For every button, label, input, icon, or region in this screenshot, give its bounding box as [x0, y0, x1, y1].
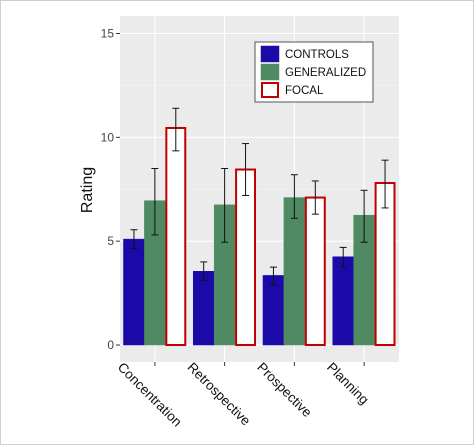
error-bar: [172, 107, 180, 152]
error-bar: [311, 180, 319, 215]
x-axis: Concentration Retrospective Prospective Pla…: [115, 360, 372, 430]
bar-controls-planning: [332, 256, 354, 346]
error-bar: [360, 189, 368, 243]
bar-focal-prospective: [304, 196, 326, 346]
x-tick-label: Retrospective: [185, 360, 254, 429]
bar-generalized-prospective: [283, 197, 306, 346]
bar-controls-prospective: [262, 275, 285, 346]
legend-label: GENERALIZED: [285, 67, 366, 79]
legend-swatch: [260, 63, 280, 81]
error-bar: [381, 159, 389, 209]
y-tick-label: 0: [107, 338, 114, 352]
error-bar: [151, 167, 159, 236]
error-bar: [130, 229, 138, 249]
x-tick-label: Planning: [324, 360, 372, 408]
legend-label: CONTROLS: [285, 49, 349, 61]
error-bar: [200, 261, 208, 282]
error-bar: [290, 174, 298, 219]
bar-focal-concentration: [165, 126, 187, 347]
bar-controls-concentration: [123, 238, 145, 346]
error-bars-layer: [130, 107, 389, 286]
y-tick-label: 15: [101, 27, 115, 41]
error-bar: [269, 266, 277, 286]
legend: CONTROLS GENERALIZED FOCAL: [254, 41, 374, 103]
bar-controls-retrospective: [192, 271, 215, 346]
x-tick-label: Concentration: [115, 360, 185, 430]
y-tick-label: 10: [101, 130, 115, 144]
y-tick-label: 5: [107, 234, 114, 248]
legend-label: FOCAL: [285, 85, 324, 97]
y-axis-title: Rating: [79, 167, 96, 213]
bars-layer: [123, 126, 396, 347]
y-axis: 0 5 10 15: [101, 27, 120, 352]
x-tick-label: Prospective: [254, 360, 314, 420]
legend-swatch: [260, 45, 280, 63]
error-bar: [221, 167, 229, 243]
error-bar: [242, 143, 250, 196]
legend-swatch: [261, 82, 279, 98]
error-bar: [339, 246, 347, 268]
